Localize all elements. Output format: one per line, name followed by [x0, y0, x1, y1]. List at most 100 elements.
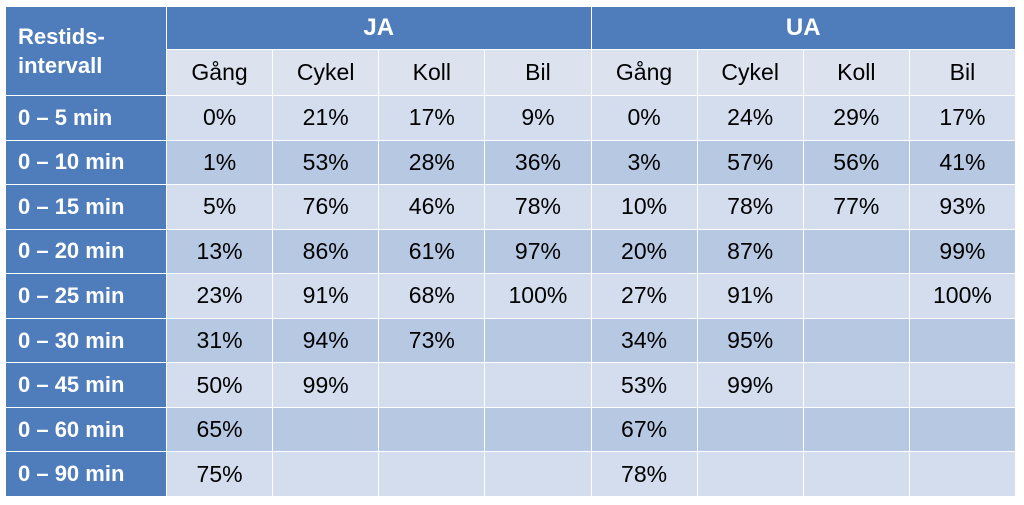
table-cell: 91%: [272, 273, 380, 319]
subheader-ua-cykel: Cykel: [696, 49, 804, 96]
table-cell: 93%: [908, 184, 1017, 230]
table-cell: 97%: [484, 228, 592, 275]
row-interval-label: 0 – 30 min: [5, 317, 167, 364]
table-cell: 34%: [590, 317, 698, 364]
table-cell: [802, 228, 910, 275]
row-interval-label: 0 – 60 min: [5, 406, 167, 453]
table-cell: 21%: [272, 95, 380, 141]
table-cell: 94%: [272, 317, 380, 364]
table-cell: 0%: [165, 95, 274, 141]
subheader-ua-gang: Gång: [590, 49, 698, 96]
table-cell: [802, 451, 910, 497]
table-cell: 36%: [484, 139, 592, 186]
group-header-ja: JA: [166, 6, 592, 50]
table-cell: [484, 451, 592, 497]
table-row: 0 – 5 min 0% 21% 17% 9% 0% 24% 29% 17%: [5, 95, 1017, 141]
table-cell: 68%: [378, 273, 486, 319]
table-cell: [908, 317, 1017, 364]
table-cell: [484, 362, 592, 408]
table-cell: 91%: [696, 273, 804, 319]
table-cell: 57%: [696, 139, 804, 186]
table-cell: 99%: [908, 228, 1017, 275]
table-cell: 76%: [272, 184, 380, 230]
corner-line-1: Restids-: [18, 24, 105, 49]
subheader-ja-gang: Gång: [165, 49, 274, 96]
table-cell: 23%: [165, 273, 274, 319]
table-cell: 78%: [484, 184, 592, 230]
table-cell: 9%: [484, 95, 592, 141]
table-cell: [802, 406, 910, 453]
row-interval-label: 0 – 20 min: [5, 228, 167, 275]
table-cell: 100%: [484, 273, 592, 319]
table-cell: [802, 362, 910, 408]
table-cell: [272, 406, 380, 453]
table-cell: 29%: [802, 95, 910, 141]
corner-line-2: intervall: [18, 53, 103, 78]
group-header-ua: UA: [590, 6, 1016, 50]
table-cell: 73%: [378, 317, 486, 364]
table-cell: [802, 273, 910, 319]
table-cell: 1%: [165, 139, 274, 186]
table-cell: 67%: [590, 406, 698, 453]
table-cell: 75%: [165, 451, 274, 497]
row-interval-label: 0 – 5 min: [5, 95, 167, 141]
table-cell: [696, 451, 804, 497]
table-cell: 86%: [272, 228, 380, 275]
table-cell: 100%: [908, 273, 1017, 319]
table-cell: [484, 406, 592, 453]
table-cell: 41%: [908, 139, 1017, 186]
table-row: 0 – 30 min 31% 94% 73% 34% 95%: [5, 317, 1017, 364]
table-row: 0 – 90 min 75% 78%: [5, 451, 1017, 497]
table-cell: 78%: [696, 184, 804, 230]
table-cell: [378, 362, 486, 408]
table-cell: 20%: [590, 228, 698, 275]
subheader-ja-cykel: Cykel: [272, 49, 380, 96]
table-cell: [802, 317, 910, 364]
table-cell: [908, 406, 1017, 453]
table-cell: 24%: [696, 95, 804, 141]
table-cell: 27%: [590, 273, 698, 319]
table-cell: [378, 406, 486, 453]
table-cell: [908, 451, 1017, 497]
row-interval-label: 0 – 45 min: [5, 362, 167, 408]
table-cell: 31%: [165, 317, 274, 364]
table-cell: [908, 362, 1017, 408]
table-cell: 99%: [696, 362, 804, 408]
table-row: 0 – 20 min 13% 86% 61% 97% 20% 87% 99%: [5, 228, 1017, 275]
table-cell: 77%: [802, 184, 910, 230]
row-interval-label: 0 – 10 min: [5, 139, 167, 186]
subheader-ua-koll: Koll: [802, 49, 910, 96]
table-cell: 28%: [378, 139, 486, 186]
table-row: 0 – 60 min 65% 67%: [5, 406, 1017, 453]
subheader-ja-bil: Bil: [484, 49, 592, 96]
row-interval-label: 0 – 25 min: [5, 273, 167, 319]
table-cell: 65%: [165, 406, 274, 453]
table-cell: 3%: [590, 139, 698, 186]
table-cell: [272, 451, 380, 497]
table-cell: 53%: [272, 139, 380, 186]
header-restidsintervall: Restids- intervall: [5, 6, 167, 96]
table-row: 0 – 15 min 5% 76% 46% 78% 10% 78% 77% 93%: [5, 184, 1017, 230]
table-cell: 87%: [696, 228, 804, 275]
table-cell: 5%: [165, 184, 274, 230]
table-row: 0 – 25 min 23% 91% 68% 100% 27% 91% 100%: [5, 273, 1017, 319]
table-cell: 17%: [378, 95, 486, 141]
table-row: 0 – 45 min 50% 99% 53% 99%: [5, 362, 1017, 408]
subheader-ja-koll: Koll: [378, 49, 486, 96]
table-cell: 56%: [802, 139, 910, 186]
row-interval-label: 0 – 90 min: [5, 451, 167, 497]
table-cell: 53%: [590, 362, 698, 408]
travel-time-table: Restids- intervall JA UA Gång Cykel Koll…: [5, 6, 1017, 497]
row-interval-label: 0 – 15 min: [5, 184, 167, 230]
table-cell: 17%: [908, 95, 1017, 141]
table-body: 0 – 5 min 0% 21% 17% 9% 0% 24% 29% 17% 0 – 10 min…: [5, 95, 1017, 497]
table-cell: [696, 406, 804, 453]
table-cell: 10%: [590, 184, 698, 230]
table-cell: 13%: [165, 228, 274, 275]
table-cell: 95%: [696, 317, 804, 364]
table-cell: 99%: [272, 362, 380, 408]
table-cell: 78%: [590, 451, 698, 497]
table-cell: [378, 451, 486, 497]
table-cell: 50%: [165, 362, 274, 408]
table-cell: 61%: [378, 228, 486, 275]
